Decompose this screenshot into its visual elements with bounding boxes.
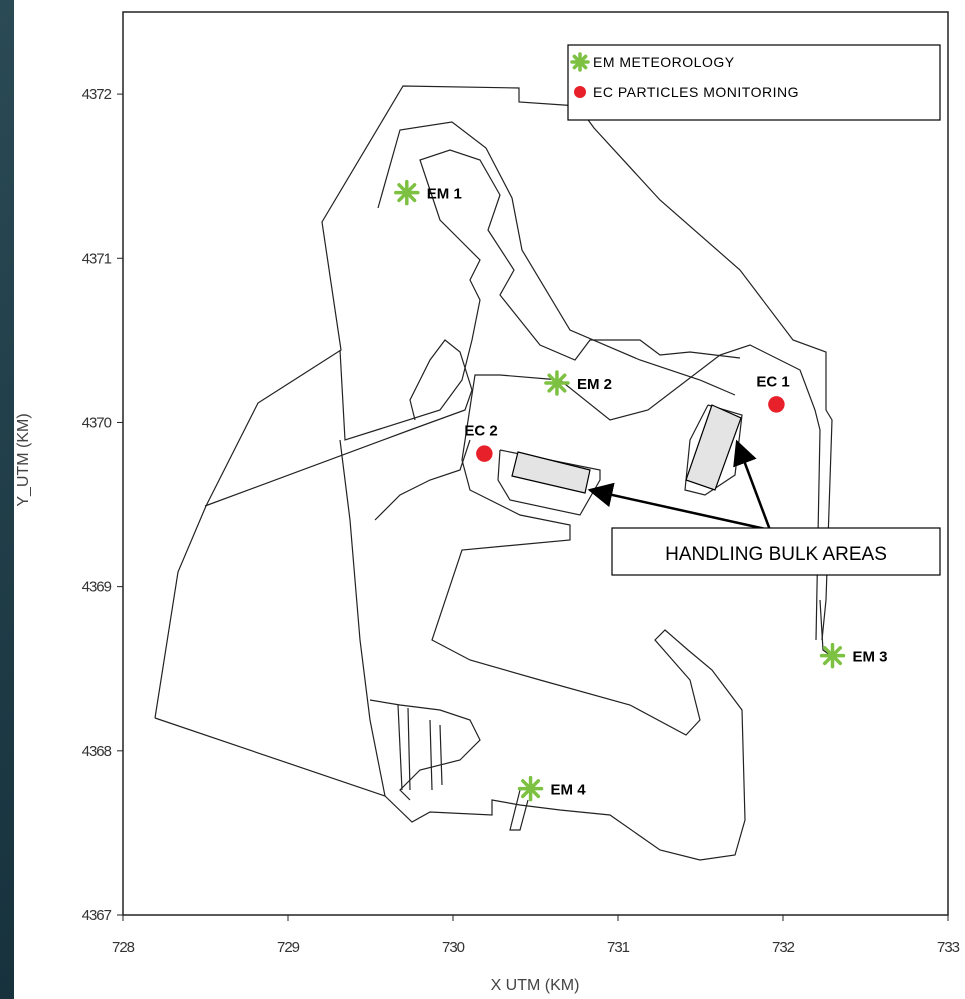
x-axis-title: X UTM (KM): [491, 977, 580, 994]
station-marker: [546, 372, 568, 394]
station-marker: [396, 182, 418, 204]
legend-marker: [574, 86, 586, 98]
station-label: EM 3: [853, 649, 888, 666]
y-tick-label: 4371: [82, 250, 112, 267]
legend-marker: [572, 54, 588, 70]
y-tick-label: 4369: [82, 579, 112, 596]
station-marker: [476, 445, 493, 462]
station-label: EC 2: [464, 423, 497, 440]
x-tick-label: 731: [607, 939, 630, 956]
y-tick-label: 4372: [82, 86, 112, 103]
station-label: EM 4: [551, 782, 587, 799]
x-tick-label: 733: [937, 939, 960, 956]
x-tick-label: 728: [112, 939, 135, 956]
legend-label: EM METEOROLOGY: [593, 54, 735, 70]
y-tick-label: 4368: [82, 743, 112, 760]
chart: HANDLING BULK AREAS X UTM (KM) Y_UTM (KM…: [0, 0, 965, 999]
y-tick-label: 4370: [82, 414, 112, 431]
legend-label: EC PARTICLES MONITORING: [593, 84, 799, 100]
station-label: EC 1: [756, 373, 789, 390]
x-tick-label: 729: [277, 939, 300, 956]
station-label: EM 1: [427, 186, 462, 203]
annotation: HANDLING BULK AREAS: [665, 544, 887, 565]
x-tick-label: 732: [772, 939, 795, 956]
y-axis-title: Y_UTM (KM): [15, 413, 32, 506]
y-tick-label: 4367: [82, 907, 112, 924]
x-tick-label: 730: [442, 939, 465, 956]
station-marker: [822, 645, 844, 667]
station-marker: [520, 778, 542, 800]
station-label: EM 2: [577, 376, 612, 393]
station-marker: [768, 396, 785, 413]
